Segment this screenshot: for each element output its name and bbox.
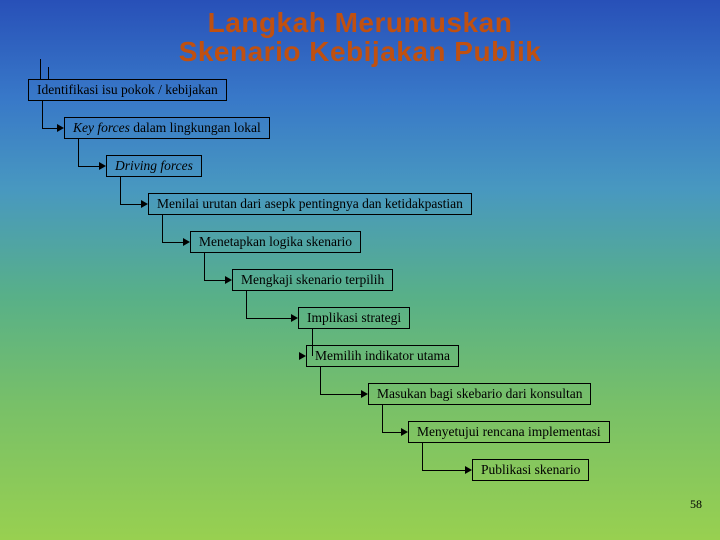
arrowhead-icon [299,352,306,360]
flow-box-text: Mengkaji skenario terpilih [241,272,384,287]
connector-horizontal [204,280,225,281]
connector-vertical [422,443,423,470]
flow-box: Implikasi strategi [298,307,410,329]
flow-step: Menilai urutan dari asepk pentingnya dan… [148,193,472,215]
arrowhead-icon [183,238,190,246]
connector-horizontal [382,432,401,433]
flow-box: Memilih indikator utama [306,345,459,367]
flow-step: Masukan bagi skebario dari konsultan [368,383,591,405]
connector-vertical [120,177,121,204]
flow-step: Menyetujui rencana implementasi [408,421,610,443]
connector-vertical [42,101,43,128]
connector-vertical [78,139,79,166]
title-line-1: Langkah Merumuskan [0,8,720,37]
flow-box-text: Implikasi strategi [307,310,401,325]
connector-vertical [162,215,163,242]
connector-horizontal [42,128,57,129]
flow-box: Identifikasi isu pokok / kebijakan [28,79,227,101]
flow-box-text: Menetapkan logika skenario [199,234,352,249]
connector-horizontal [320,394,361,395]
connector-horizontal [162,242,183,243]
flow-step: Memilih indikator utama [306,345,459,367]
flow-box: Key forces dalam lingkungan lokal [64,117,270,139]
flow-box: Menilai urutan dari asepk pentingnya dan… [148,193,472,215]
flow-box-text: dalam lingkungan lokal [130,120,261,135]
arrowhead-icon [225,276,232,284]
flow-box: Masukan bagi skebario dari konsultan [368,383,591,405]
title-connector-v2 [48,67,49,79]
flow-box-text: Identifikasi isu pokok / kebijakan [37,82,218,97]
flow-box: Driving forces [106,155,202,177]
flow-step: Publikasi skenario [472,459,589,481]
flow-box-text: Menyetujui rencana implementasi [417,424,601,439]
connector-vertical [204,253,205,280]
title-connector-v1 [40,59,41,79]
arrowhead-icon [361,390,368,398]
flow-box-italic: Key forces [73,120,130,135]
flow-box-italic: Driving forces [115,158,193,173]
connector-horizontal [78,166,99,167]
flow-box: Mengkaji skenario terpilih [232,269,393,291]
flow-box-text: Menilai urutan dari asepk pentingnya dan… [157,196,463,211]
flow-box-text: Masukan bagi skebario dari konsultan [377,386,582,401]
flow-step: Driving forces [106,155,202,177]
arrowhead-icon [99,162,106,170]
flow-step: Menetapkan logika skenario [190,231,361,253]
slide-title: Langkah Merumuskan Skenario Kebijakan Pu… [0,0,720,67]
flow-box-text: Publikasi skenario [481,462,580,477]
flow-step: Mengkaji skenario terpilih [232,269,393,291]
flow-box: Menetapkan logika skenario [190,231,361,253]
flow-box: Publikasi skenario [472,459,589,481]
flow-step: Implikasi strategi [298,307,410,329]
flow-step: Identifikasi isu pokok / kebijakan [28,79,227,101]
connector-vertical [320,367,321,394]
connector-vertical [382,405,383,432]
flow-box-text: Memilih indikator utama [315,348,450,363]
arrowhead-icon [291,314,298,322]
connector-horizontal [246,318,291,319]
connector-vertical [246,291,247,318]
flow-step: Key forces dalam lingkungan lokal [64,117,270,139]
title-line-2: Skenario Kebijakan Publik [0,37,720,66]
arrowhead-icon [401,428,408,436]
connector-horizontal [120,204,141,205]
arrowhead-icon [57,124,64,132]
arrowhead-icon [465,466,472,474]
page-number: 58 [690,497,702,512]
flow-box: Menyetujui rencana implementasi [408,421,610,443]
arrowhead-icon [141,200,148,208]
connector-horizontal [422,470,465,471]
